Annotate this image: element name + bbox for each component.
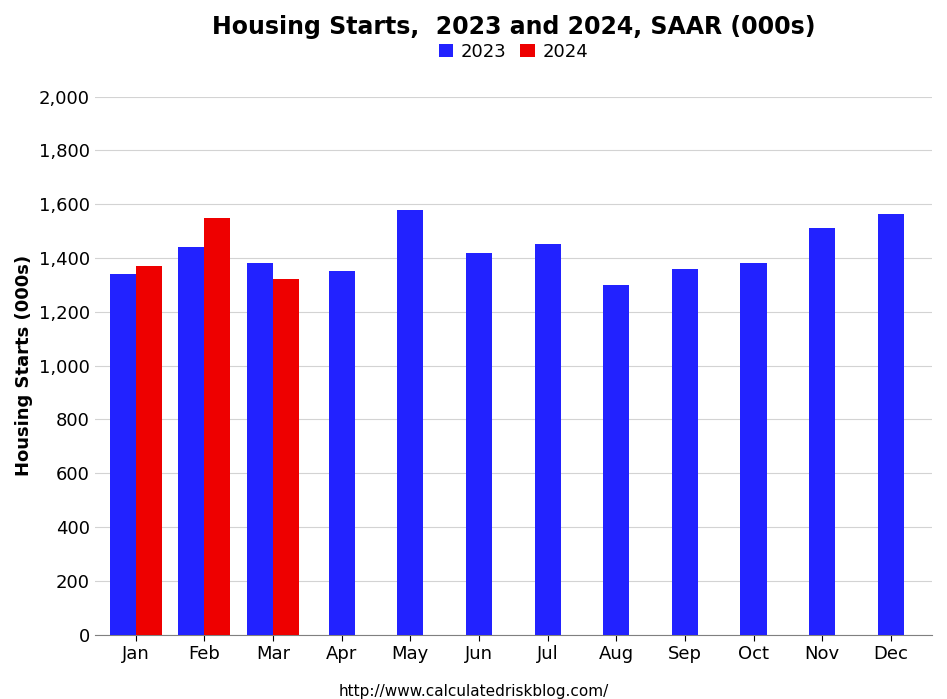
Bar bbox=[247, 264, 273, 635]
Bar bbox=[397, 210, 423, 635]
Text: http://www.calculatedriskblog.com/: http://www.calculatedriskblog.com/ bbox=[338, 684, 609, 698]
Bar bbox=[534, 245, 561, 635]
Bar bbox=[741, 264, 766, 635]
Legend: 2023, 2024: 2023, 2024 bbox=[432, 36, 595, 68]
Bar bbox=[603, 284, 629, 635]
Bar bbox=[329, 271, 355, 635]
Bar bbox=[135, 266, 162, 635]
Title: Housing Starts,  2023 and 2024, SAAR (000s): Housing Starts, 2023 and 2024, SAAR (000… bbox=[211, 15, 815, 39]
Bar bbox=[110, 274, 135, 635]
Bar bbox=[178, 247, 205, 635]
Bar bbox=[809, 229, 835, 635]
Bar bbox=[466, 252, 492, 635]
Bar bbox=[878, 213, 903, 635]
Bar bbox=[205, 217, 230, 635]
Y-axis label: Housing Starts (000s): Housing Starts (000s) bbox=[15, 255, 33, 476]
Bar bbox=[671, 268, 698, 635]
Bar bbox=[273, 280, 299, 635]
